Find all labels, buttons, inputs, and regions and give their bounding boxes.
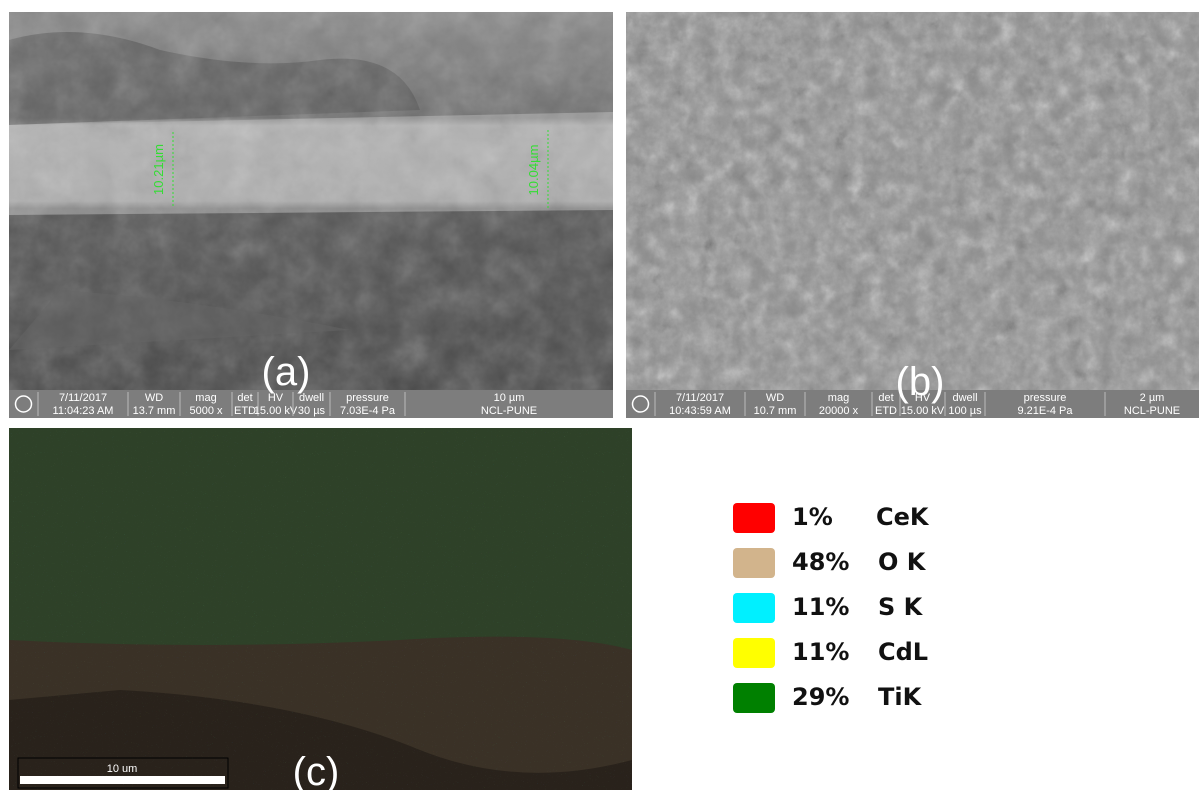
info-value: 10:43:59 AM [669,405,731,417]
legend-element: TiK [878,683,923,711]
legend-element: CeK [876,503,930,531]
sem-image-b [626,12,1199,390]
legend-percent: 11% [792,593,849,621]
info-value: ETD [234,405,256,417]
legend-swatch [733,593,775,623]
info-value: 5000 x [189,405,223,417]
legend-swatch [733,548,775,578]
info-value: 100 µs [948,405,982,417]
legend-swatch [733,638,775,668]
info-header: dwell [952,392,977,404]
info-header: pressure [1024,392,1067,404]
info-header: WD [145,392,163,404]
legend-element: O K [878,548,927,576]
info-value: ETD [875,405,897,417]
info-header: 10 µm [494,392,525,404]
info-header: WD [766,392,784,404]
info-value: 10.7 mm [754,405,797,417]
scale-bar-label: 10 um [107,763,138,775]
info-value: 9.21E-4 Pa [1017,405,1073,417]
panel-label: (a) [262,350,311,394]
figure: 7/11/201711:04:23 AMWD13.7 mmmag5000 xde… [0,0,1199,790]
info-value: 15.00 kV [901,405,945,417]
eds-map-c [9,428,632,790]
legend-percent: 1% [792,503,833,531]
measure-label: 10.21µm [151,144,166,195]
panel-label: (c) [293,750,340,790]
info-value: NCL-PUNE [1124,405,1180,417]
legend-swatch [733,683,775,713]
info-header: 2 µm [1140,392,1165,404]
panel-label: (b) [896,360,945,404]
info-header: 7/11/2017 [676,392,724,404]
sem-image-a [9,12,613,390]
info-header: 7/11/2017 [59,392,107,404]
info-value: NCL-PUNE [481,405,537,417]
info-value: 13.7 mm [133,405,176,417]
measure-label: 10.04µm [526,145,541,196]
info-value: 7.03E-4 Pa [340,405,396,417]
legend-percent: 11% [792,638,849,666]
legend-swatch [733,503,775,533]
legend-percent: 29% [792,683,849,711]
info-value: 20000 x [819,405,859,417]
info-header: mag [195,392,216,404]
info-value: 30 µs [298,405,326,417]
info-header: pressure [346,392,389,404]
info-header: mag [828,392,849,404]
info-value: 11:04:23 AM [53,405,114,417]
scale-bar [20,776,225,784]
info-value: 15.00 kV [254,405,298,417]
info-header: det [237,392,252,404]
legend-element: CdL [878,638,928,666]
info-header: det [878,392,893,404]
legend-percent: 48% [792,548,849,576]
legend-element: S K [878,593,924,621]
